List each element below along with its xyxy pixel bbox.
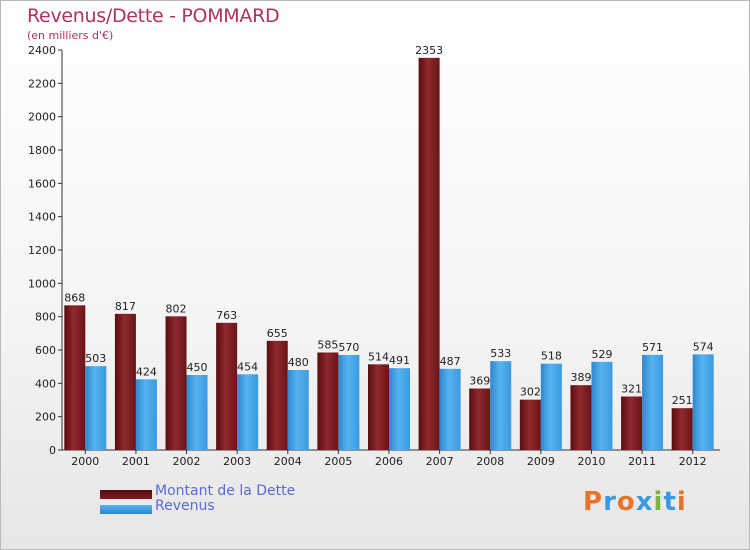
y-tick-label: 400 xyxy=(35,377,56,390)
data-label-revenus-2003: 454 xyxy=(237,360,258,373)
data-label-revenus-2007: 487 xyxy=(440,355,461,368)
y-tick-label: 200 xyxy=(35,411,56,424)
data-label-dette-2003: 763 xyxy=(216,309,237,322)
bar-revenus-2003 xyxy=(237,374,259,450)
x-tick-label: 2002 xyxy=(173,455,201,468)
legend-swatch-dette xyxy=(100,490,152,499)
legend-label-dette: Montant de la Dette xyxy=(155,483,296,499)
y-tick-label: 1800 xyxy=(28,144,56,157)
y-tick-label: 2400 xyxy=(28,44,56,57)
data-label-dette-2009: 302 xyxy=(520,386,541,399)
data-label-revenus-2001: 424 xyxy=(136,365,157,378)
y-tick-label: 800 xyxy=(35,311,56,324)
bar-revenus-2007 xyxy=(439,368,461,450)
x-tick-label: 2010 xyxy=(577,455,605,468)
y-tick-label: 600 xyxy=(35,344,56,357)
y-tick-label: 1000 xyxy=(28,277,56,290)
x-tick-label: 2006 xyxy=(375,455,403,468)
data-label-dette-2001: 817 xyxy=(115,300,136,313)
y-tick-label: 1200 xyxy=(28,244,56,257)
bar-revenus-2001 xyxy=(135,379,157,450)
y-tick-label: 1400 xyxy=(28,211,56,224)
bar-revenus-2008 xyxy=(490,361,512,450)
x-tick-label: 2005 xyxy=(324,455,352,468)
logo-letter: P xyxy=(583,487,604,517)
data-label-dette-2007: 2353 xyxy=(415,44,443,57)
bar-revenus-2010 xyxy=(591,361,613,450)
logo-letter: i xyxy=(676,487,687,517)
bar-dette-2005 xyxy=(317,352,339,450)
data-label-revenus-2009: 518 xyxy=(541,350,562,363)
bar-revenus-2000 xyxy=(85,366,107,450)
legend-swatch-revenus xyxy=(100,505,152,514)
data-label-revenus-2008: 533 xyxy=(490,347,511,360)
bar-dette-2010 xyxy=(570,385,592,450)
x-tick-label: 2007 xyxy=(426,455,454,468)
x-tick-label: 2004 xyxy=(274,455,302,468)
bar-revenus-2006 xyxy=(389,368,410,450)
logo-letter: r xyxy=(603,487,617,517)
bar-revenus-2009 xyxy=(540,363,562,450)
logo-letter: o xyxy=(616,487,636,517)
bar-dette-2003 xyxy=(216,322,238,450)
x-tick-label: 2009 xyxy=(527,455,555,468)
data-label-dette-2002: 802 xyxy=(166,302,187,315)
data-label-dette-2008: 369 xyxy=(469,375,490,388)
logo-letter: x xyxy=(635,487,654,517)
data-label-revenus-2012: 574 xyxy=(693,340,714,353)
y-tick-label: 2200 xyxy=(28,77,56,90)
data-label-dette-2010: 389 xyxy=(570,371,591,384)
bar-dette-2004 xyxy=(266,340,288,450)
y-tick-label: 0 xyxy=(49,444,56,457)
legend-label-revenus: Revenus xyxy=(155,498,215,514)
x-tick-label: 2011 xyxy=(628,455,656,468)
x-tick-label: 2000 xyxy=(71,455,99,468)
bar-dette-2002 xyxy=(165,316,187,450)
data-label-dette-2012: 251 xyxy=(672,394,693,407)
bar-revenus-2012 xyxy=(692,354,714,450)
x-tick-label: 2008 xyxy=(476,455,504,468)
data-label-dette-2004: 655 xyxy=(267,327,288,340)
bar-revenus-2011 xyxy=(642,354,664,450)
bar-dette-2001 xyxy=(114,313,136,450)
x-tick-label: 2003 xyxy=(223,455,251,468)
bar-dette-2012 xyxy=(671,408,693,450)
y-tick-label: 2000 xyxy=(28,111,56,124)
proxiti-logo: Proxiti xyxy=(583,487,687,517)
bar-revenus-2002 xyxy=(186,375,208,450)
x-tick-label: 2001 xyxy=(122,455,150,468)
data-label-dette-2005: 585 xyxy=(317,339,338,352)
logo-letter: i xyxy=(653,487,664,517)
bar-dette-2006 xyxy=(368,364,389,450)
data-label-dette-2000: 868 xyxy=(64,291,85,304)
y-tick-label: 1600 xyxy=(28,177,56,190)
data-label-dette-2011: 321 xyxy=(621,383,642,396)
chart-title: Revenus/Dette - POMMARD xyxy=(27,5,280,27)
logo-letter: t xyxy=(663,487,677,517)
bar-dette-2011 xyxy=(621,396,643,450)
x-tick-label: 2012 xyxy=(679,455,707,468)
chart-subtitle: (en milliers d'€) xyxy=(27,29,114,42)
data-label-revenus-2000: 503 xyxy=(85,352,106,365)
data-label-dette-2006: 514 xyxy=(368,350,389,363)
data-label-revenus-2004: 480 xyxy=(288,356,309,369)
data-label-revenus-2011: 571 xyxy=(642,341,663,354)
bar-dette-2008 xyxy=(469,388,491,450)
bar-revenus-2004 xyxy=(287,370,309,450)
data-label-revenus-2006: 491 xyxy=(389,354,410,367)
bar-dette-2007 xyxy=(418,57,440,450)
bar-revenus-2005 xyxy=(338,355,360,450)
data-label-revenus-2005: 570 xyxy=(338,341,359,354)
data-label-revenus-2002: 450 xyxy=(187,361,208,374)
bar-dette-2009 xyxy=(519,399,541,450)
bar-dette-2000 xyxy=(64,305,86,450)
data-label-revenus-2010: 529 xyxy=(591,348,612,361)
